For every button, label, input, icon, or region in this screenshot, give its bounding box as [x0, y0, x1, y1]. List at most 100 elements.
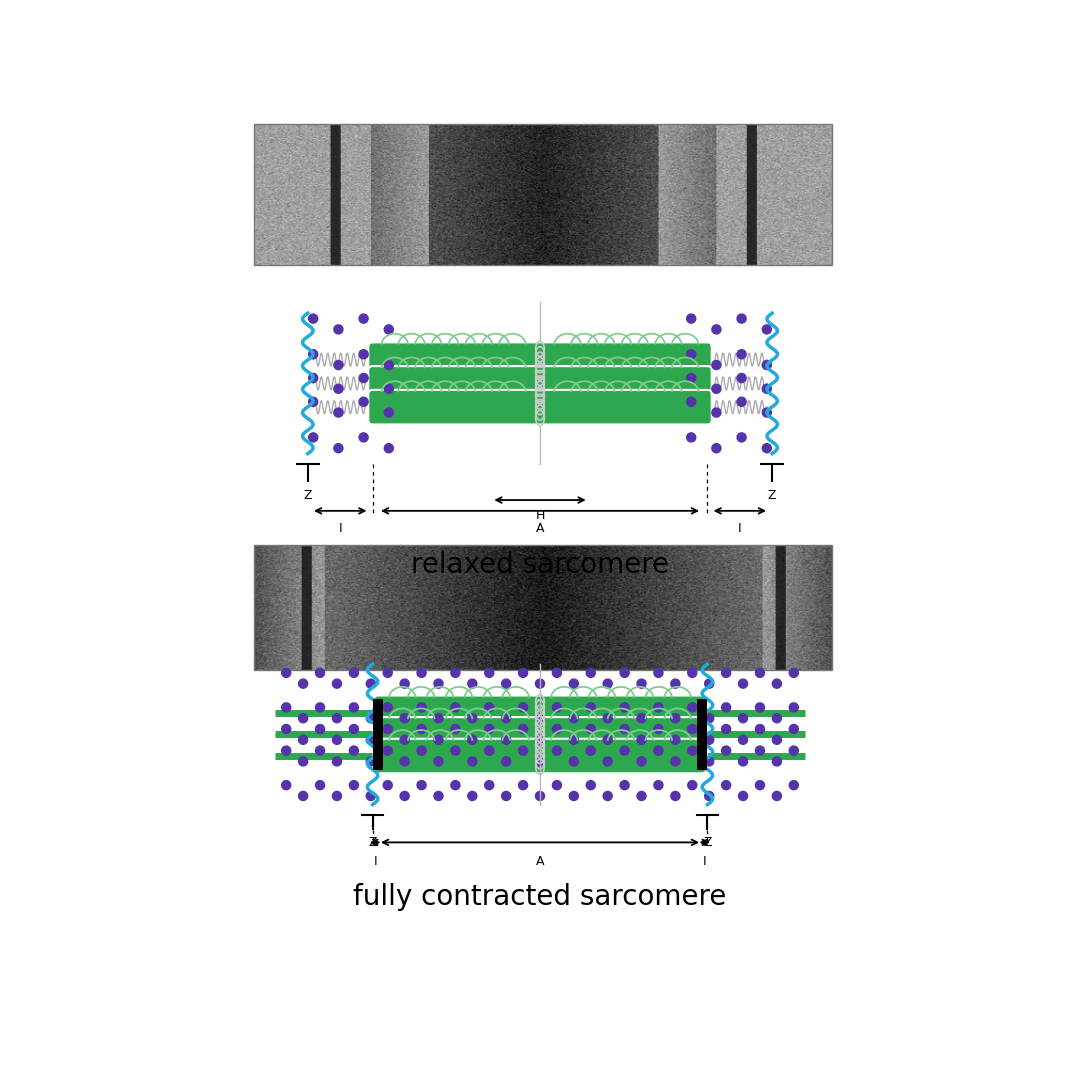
- Circle shape: [315, 746, 325, 755]
- Circle shape: [518, 746, 528, 755]
- Circle shape: [762, 361, 771, 369]
- Circle shape: [739, 714, 747, 723]
- Circle shape: [518, 669, 528, 677]
- FancyBboxPatch shape: [368, 366, 712, 401]
- Circle shape: [366, 679, 376, 688]
- Circle shape: [282, 669, 291, 677]
- Circle shape: [298, 679, 308, 688]
- Circle shape: [359, 314, 368, 323]
- Circle shape: [417, 703, 427, 712]
- Text: relaxed sarcomere: relaxed sarcomere: [410, 551, 670, 579]
- Text: I: I: [738, 522, 742, 535]
- Circle shape: [501, 714, 511, 723]
- Circle shape: [739, 792, 747, 800]
- Circle shape: [383, 746, 392, 755]
- Circle shape: [485, 725, 494, 733]
- Text: fully contracted sarcomere: fully contracted sarcomere: [353, 883, 727, 912]
- Circle shape: [687, 314, 696, 323]
- Circle shape: [762, 444, 771, 453]
- Circle shape: [671, 757, 680, 766]
- Circle shape: [349, 725, 359, 733]
- Circle shape: [552, 746, 562, 755]
- FancyBboxPatch shape: [374, 696, 706, 730]
- Circle shape: [688, 746, 697, 755]
- Circle shape: [789, 781, 798, 789]
- Circle shape: [282, 781, 291, 789]
- Circle shape: [298, 714, 308, 723]
- Circle shape: [712, 361, 721, 369]
- Circle shape: [603, 714, 612, 723]
- Circle shape: [552, 781, 562, 789]
- Circle shape: [739, 757, 747, 766]
- Circle shape: [501, 735, 511, 744]
- Circle shape: [501, 792, 511, 800]
- Circle shape: [772, 735, 782, 744]
- Circle shape: [704, 679, 714, 688]
- Circle shape: [721, 669, 731, 677]
- Circle shape: [721, 725, 731, 733]
- Circle shape: [384, 325, 393, 334]
- Circle shape: [603, 792, 612, 800]
- Circle shape: [653, 746, 663, 755]
- Circle shape: [789, 669, 798, 677]
- Circle shape: [737, 397, 746, 406]
- Circle shape: [485, 746, 494, 755]
- Circle shape: [400, 792, 409, 800]
- Circle shape: [536, 735, 544, 744]
- Circle shape: [309, 350, 318, 359]
- Circle shape: [400, 735, 409, 744]
- Circle shape: [772, 714, 782, 723]
- Circle shape: [450, 781, 460, 789]
- Circle shape: [383, 703, 392, 712]
- Circle shape: [687, 374, 696, 382]
- Bar: [373, 720, 383, 748]
- Circle shape: [417, 669, 427, 677]
- Circle shape: [569, 679, 579, 688]
- Circle shape: [704, 735, 714, 744]
- Circle shape: [334, 325, 343, 334]
- Circle shape: [315, 703, 325, 712]
- Text: Z: Z: [703, 836, 712, 849]
- Circle shape: [315, 781, 325, 789]
- Circle shape: [688, 725, 697, 733]
- Circle shape: [755, 703, 765, 712]
- Bar: [697, 699, 707, 727]
- Text: A: A: [536, 522, 544, 535]
- Circle shape: [333, 714, 341, 723]
- Circle shape: [333, 757, 341, 766]
- Circle shape: [359, 350, 368, 359]
- Circle shape: [712, 444, 721, 453]
- Bar: [697, 720, 707, 748]
- Circle shape: [536, 714, 544, 723]
- Circle shape: [762, 384, 771, 393]
- Circle shape: [737, 314, 746, 323]
- Circle shape: [334, 444, 343, 453]
- Text: A: A: [536, 855, 544, 868]
- Circle shape: [569, 792, 579, 800]
- Circle shape: [603, 735, 612, 744]
- Circle shape: [468, 714, 477, 723]
- Text: H: H: [536, 509, 544, 522]
- Circle shape: [450, 703, 460, 712]
- Circle shape: [721, 703, 731, 712]
- Circle shape: [536, 792, 544, 800]
- Circle shape: [315, 669, 325, 677]
- Circle shape: [712, 384, 721, 393]
- Circle shape: [309, 397, 318, 406]
- Circle shape: [485, 703, 494, 712]
- Circle shape: [400, 714, 409, 723]
- Circle shape: [450, 725, 460, 733]
- Circle shape: [762, 325, 771, 334]
- Circle shape: [552, 703, 562, 712]
- Text: I: I: [338, 522, 342, 535]
- Circle shape: [468, 792, 477, 800]
- Circle shape: [712, 325, 721, 334]
- Circle shape: [468, 679, 477, 688]
- Circle shape: [434, 714, 443, 723]
- Circle shape: [671, 679, 680, 688]
- Circle shape: [739, 735, 747, 744]
- Circle shape: [586, 669, 595, 677]
- Circle shape: [789, 703, 798, 712]
- Circle shape: [712, 408, 721, 417]
- Circle shape: [688, 703, 697, 712]
